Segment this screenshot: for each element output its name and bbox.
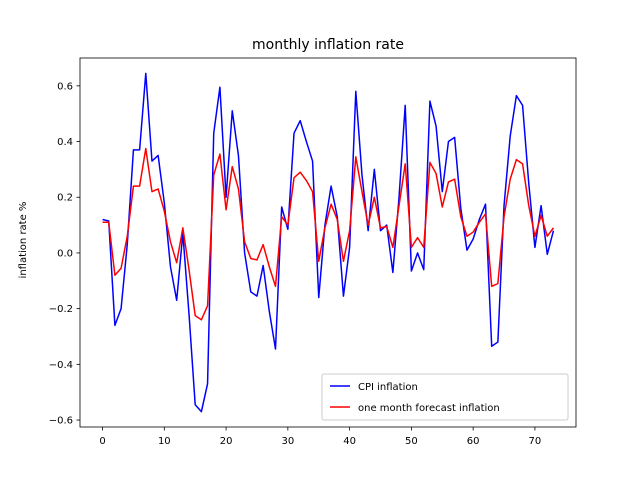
- series-line-forecast-inflation: [102, 147, 555, 321]
- y-tick-label: 0.0: [57, 248, 73, 259]
- x-tick-label: 20: [220, 436, 233, 447]
- legend-entry-label: CPI inflation: [358, 382, 418, 393]
- legend: CPI inflation one month forecast inflatio…: [321, 373, 569, 421]
- chart-title: monthly inflation rate: [252, 37, 404, 53]
- y-tick-label: 0.4: [57, 137, 73, 148]
- x-tick-label: 70: [529, 436, 542, 447]
- legend-entry-label: one month forecast inflation: [358, 403, 500, 414]
- y-axis-label: inflation rate %: [18, 202, 29, 279]
- y-tick-label: −0.4: [49, 360, 73, 371]
- legend-box: [321, 373, 569, 421]
- plot-area: 0 10 20 30 40 50 60 70 −0.6 −0.4 −0.2 0.0 0.2 0.4 0.6: [49, 57, 577, 447]
- x-tick-label: 60: [467, 436, 480, 447]
- x-tick-label: 30: [281, 436, 294, 447]
- y-tick-label: −0.2: [49, 304, 73, 315]
- x-tick-label: 40: [343, 436, 356, 447]
- axes-frame: [79, 57, 577, 428]
- x-tick-label: 0: [99, 436, 105, 447]
- y-tick-label: −0.6: [49, 416, 73, 427]
- x-tick-label: 10: [158, 436, 171, 447]
- y-tick-label: 0.6: [57, 81, 73, 92]
- y-tick-label: 0.2: [57, 193, 73, 204]
- x-tick-label: 50: [405, 436, 418, 447]
